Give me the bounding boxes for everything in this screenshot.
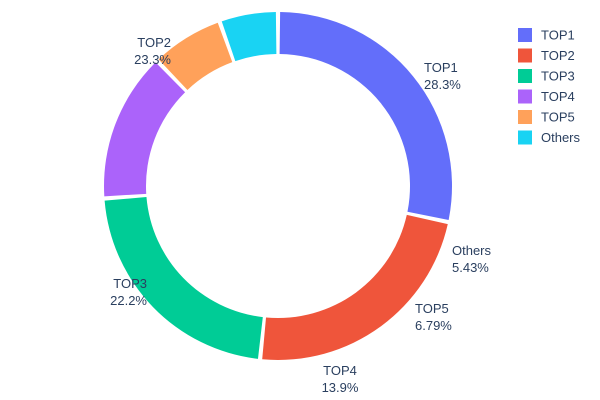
slice-label-percent: 5.43% (452, 260, 489, 275)
legend-swatch-top5[interactable] (518, 110, 532, 124)
donut-slice-top4[interactable] (104, 62, 186, 197)
slice-label-name: Others (452, 243, 492, 258)
legend-label-top3[interactable]: TOP3 (541, 69, 575, 84)
slice-label-top3: TOP3 22.2% (110, 276, 147, 308)
legend-label-others[interactable]: Others (541, 130, 581, 145)
donut-slice-top5[interactable] (158, 22, 233, 90)
slice-label-percent: 23.3% (134, 52, 171, 67)
donut-slice-top1[interactable] (279, 12, 453, 220)
donut-slice-top3[interactable] (104, 197, 263, 359)
slice-labels-group: TOP1 28.3% TOP2 23.3% TOP3 22.2% TOP4 13.9% TOP5… (110, 35, 491, 395)
slice-label-top4: TOP4 13.9% (322, 363, 359, 395)
legend-swatch-top1[interactable] (518, 28, 532, 42)
legend: TOP1 TOP2 TOP3 TOP4 TOP5 Others (518, 28, 581, 145)
slice-label-percent: 6.79% (415, 318, 452, 333)
donut-slice-top2[interactable] (262, 214, 448, 360)
slice-label-top2: TOP2 23.3% (134, 35, 171, 67)
slice-label-top1: TOP1 28.3% (424, 60, 461, 92)
legend-label-top4[interactable]: TOP4 (541, 89, 575, 104)
legend-swatch-others[interactable] (518, 130, 532, 145)
slice-label-top5: TOP5 6.79% (415, 301, 452, 333)
slice-label-percent: 22.2% (110, 293, 147, 308)
legend-swatch-top2[interactable] (518, 48, 532, 63)
slice-label-name: TOP3 (113, 276, 147, 291)
slice-label-percent: 13.9% (322, 380, 359, 395)
legend-label-top5[interactable]: TOP5 (541, 110, 575, 125)
legend-label-top2[interactable]: TOP2 (541, 48, 575, 63)
legend-swatch-top4[interactable] (518, 89, 532, 104)
donut-slice-others[interactable] (221, 12, 277, 62)
slice-label-percent: 28.3% (424, 77, 461, 92)
legend-label-top1[interactable]: TOP1 (541, 28, 575, 43)
slice-label-name: TOP1 (424, 60, 458, 75)
slice-label-name: TOP2 (137, 35, 171, 50)
legend-swatch-top3[interactable] (518, 69, 532, 83)
slice-label-others: Others 5.43% (452, 243, 492, 275)
slice-label-name: TOP5 (415, 301, 449, 316)
slice-label-name: TOP4 (323, 363, 357, 378)
donut-slices-group (104, 12, 453, 360)
